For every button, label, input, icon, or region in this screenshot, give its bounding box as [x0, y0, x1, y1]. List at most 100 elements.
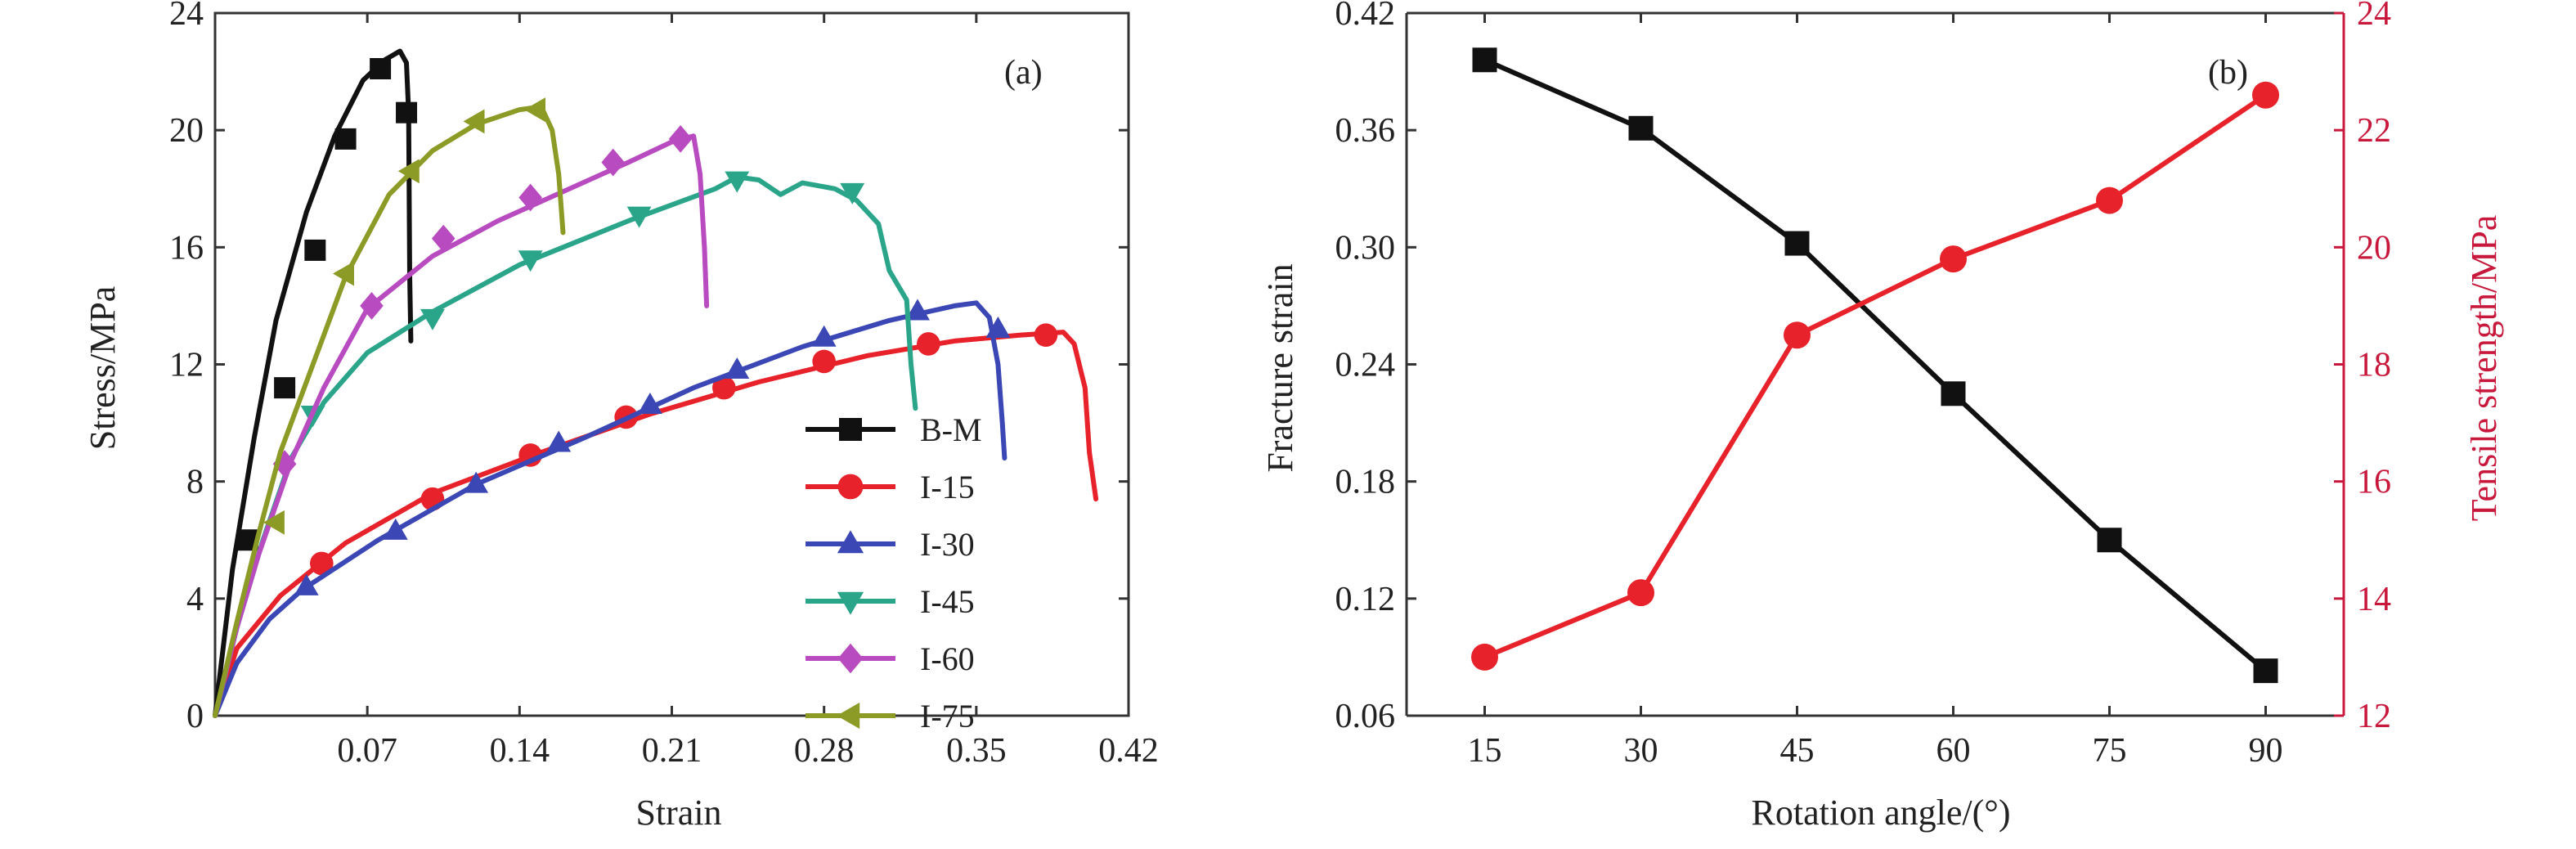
panel-a-x-tick-label: 0.35: [946, 732, 1007, 770]
panel-b-left-y-tick-label: 0.12: [1335, 581, 1396, 618]
series-i-15-point: [712, 375, 736, 400]
series-tensile-strength-point: [1784, 321, 1811, 349]
legend-i-45-label: I-45: [920, 583, 975, 620]
series-i-75-point: [263, 510, 285, 535]
panel-b-x-tick-label: 15: [1468, 732, 1502, 770]
panel-a-series: [213, 48, 1099, 718]
series-b-m-point: [334, 128, 357, 150]
series-i-45-point: [840, 182, 865, 204]
panel-b-x-tick-label: 45: [1780, 732, 1815, 770]
series-tensile-strength-line: [1483, 92, 2268, 660]
legend-b-m-swatch-marker: [839, 418, 862, 441]
panel-a-y-tick-label: 8: [186, 464, 204, 501]
series-i-60-point: [360, 292, 384, 320]
panel-b-angle-dependence: 15 30 45 60 75 90 0.06 0.12 0.18 0.24 0.30 0.36 0.42…: [1260, 0, 2504, 833]
series-b-m-point: [396, 101, 418, 124]
series-fracture-strain-point: [1472, 47, 1497, 73]
panel-a-x-tick-label: 0.14: [490, 732, 550, 770]
panel-a-y-tick-label: 24: [169, 0, 204, 33]
series-i-60-point: [601, 148, 625, 177]
series-fracture-strain-point: [2097, 528, 2122, 553]
series-i-15-point: [917, 332, 940, 356]
series-i-30-point: [985, 316, 1011, 338]
series-i-15-point: [310, 551, 334, 576]
panel-b-right-y-tick-label: 22: [2357, 112, 2391, 150]
series-i-30-point: [294, 573, 319, 595]
legend-i-75-swatch-marker: [837, 702, 860, 730]
panel-b-left-y-tick-label: 0.42: [1335, 0, 1396, 33]
series-i-15-point: [812, 349, 836, 374]
series-i-30-point: [637, 393, 662, 415]
panel-b-x-tick-label: 30: [1624, 732, 1658, 770]
panel-a-y-axis-title: Stress/MPa: [83, 286, 123, 450]
series-i-30-point: [546, 430, 572, 452]
panel-a-stress-strain: 0.07 0.14 0.21 0.28 0.35 0.42 0 4 8 12 16 20 24 B-M I…: [83, 0, 1159, 833]
series-i-60-point: [668, 125, 693, 153]
panel-a-x-tick-label: 0.21: [642, 732, 702, 770]
legend-i-15-label: I-15: [920, 469, 975, 505]
series-b-m-point: [370, 58, 392, 80]
panel-b-left-y-tick-label: 0.24: [1335, 347, 1396, 384]
panel-a-label: (a): [1004, 54, 1043, 92]
panel-a-y-tick-label: 0: [186, 698, 204, 735]
panel-b-x-tick-label: 90: [2249, 732, 2283, 770]
series-b-m-point: [304, 239, 326, 261]
panel-a-axes: 0.07 0.14 0.21 0.28 0.35 0.42 0 4 8 12 16 20 24: [169, 0, 1159, 770]
series-i-45-point: [626, 206, 652, 228]
panel-b-right-y-tick-label: 20: [2357, 229, 2391, 267]
series-fracture-strain-point: [1941, 381, 1966, 407]
panel-a-x-axis-title: Strain: [635, 793, 721, 833]
panel-b-left-y-tick-label: 0.18: [1335, 464, 1396, 501]
panel-b-left-y-tick-label: 0.06: [1335, 698, 1396, 735]
series-fracture-strain-point: [1784, 231, 1810, 256]
series-i-60-point: [431, 224, 456, 253]
panel-a-plot-frame: [213, 11, 1130, 717]
series-i-60-point: [518, 183, 542, 212]
panel-b-series: [1471, 47, 2279, 684]
panel-a-y-tick-label: 12: [169, 347, 204, 384]
panel-b-right-y-tick-label: 14: [2357, 581, 2391, 618]
series-i-45-point: [518, 250, 543, 272]
series-tensile-strength-point: [2096, 186, 2123, 214]
panel-a-y-tick-label: 20: [169, 112, 204, 150]
panel-b-x-axis-title: Rotation angle/(°): [1752, 793, 2011, 833]
series-b-m-point: [274, 377, 296, 399]
series-i-30-point: [383, 518, 408, 540]
panel-b-left-y-tick-label: 0.36: [1335, 112, 1396, 150]
legend-i-75-label: I-75: [920, 698, 975, 734]
panel-a-y-tick-label: 4: [186, 581, 204, 618]
panel-b-right-y-tick-label: 18: [2357, 347, 2391, 384]
legend-i-30-swatch-marker: [837, 530, 864, 554]
panel-b-right-y-tick-label: 12: [2357, 698, 2391, 735]
series-fracture-strain-point: [2253, 658, 2278, 684]
panel-a-y-tick-label: 16: [169, 229, 204, 267]
panel-a-x-tick-label: 0.42: [1098, 732, 1159, 770]
series-i-45-point: [725, 171, 750, 193]
series-i-15-point: [1034, 323, 1058, 348]
series-i-75-point: [463, 109, 485, 134]
series-i-75-point: [332, 261, 354, 286]
panel-b-left-y-axis-title: Fracture strain: [1260, 263, 1300, 472]
series-b-m-line: [213, 48, 414, 718]
panel-b-axes: 15 30 45 60 75 90 0.06 0.12 0.18 0.24 0.30 0.36 0.42…: [1335, 0, 2392, 770]
legend-i-45-swatch-marker: [837, 591, 864, 615]
panel-a-legend: B-M I-15 I-30 I-45 I-60 I-75: [806, 411, 982, 734]
panel-b-right-y-tick-label: 24: [2357, 0, 2391, 33]
series-i-45-point: [420, 308, 445, 330]
series-fracture-strain-line: [1483, 57, 2268, 673]
series-i-30-point: [725, 357, 750, 380]
legend-i-60-label: I-60: [920, 640, 975, 677]
series-tensile-strength-point: [1471, 643, 1498, 671]
panel-b-x-tick-label: 75: [2093, 732, 2127, 770]
panel-b-left-y-tick-label: 0.30: [1335, 229, 1396, 267]
series-fracture-strain-point: [1628, 115, 1654, 141]
panel-b-x-tick-label: 60: [1936, 732, 1971, 770]
series-tensile-strength-point: [1940, 245, 1967, 273]
panel-b-right-y-tick-label: 16: [2357, 464, 2391, 501]
series-tensile-strength-point: [2252, 81, 2279, 109]
series-i-30-point: [905, 299, 930, 321]
series-i-30-point: [811, 325, 837, 347]
panel-b-label: (b): [2208, 54, 2248, 92]
